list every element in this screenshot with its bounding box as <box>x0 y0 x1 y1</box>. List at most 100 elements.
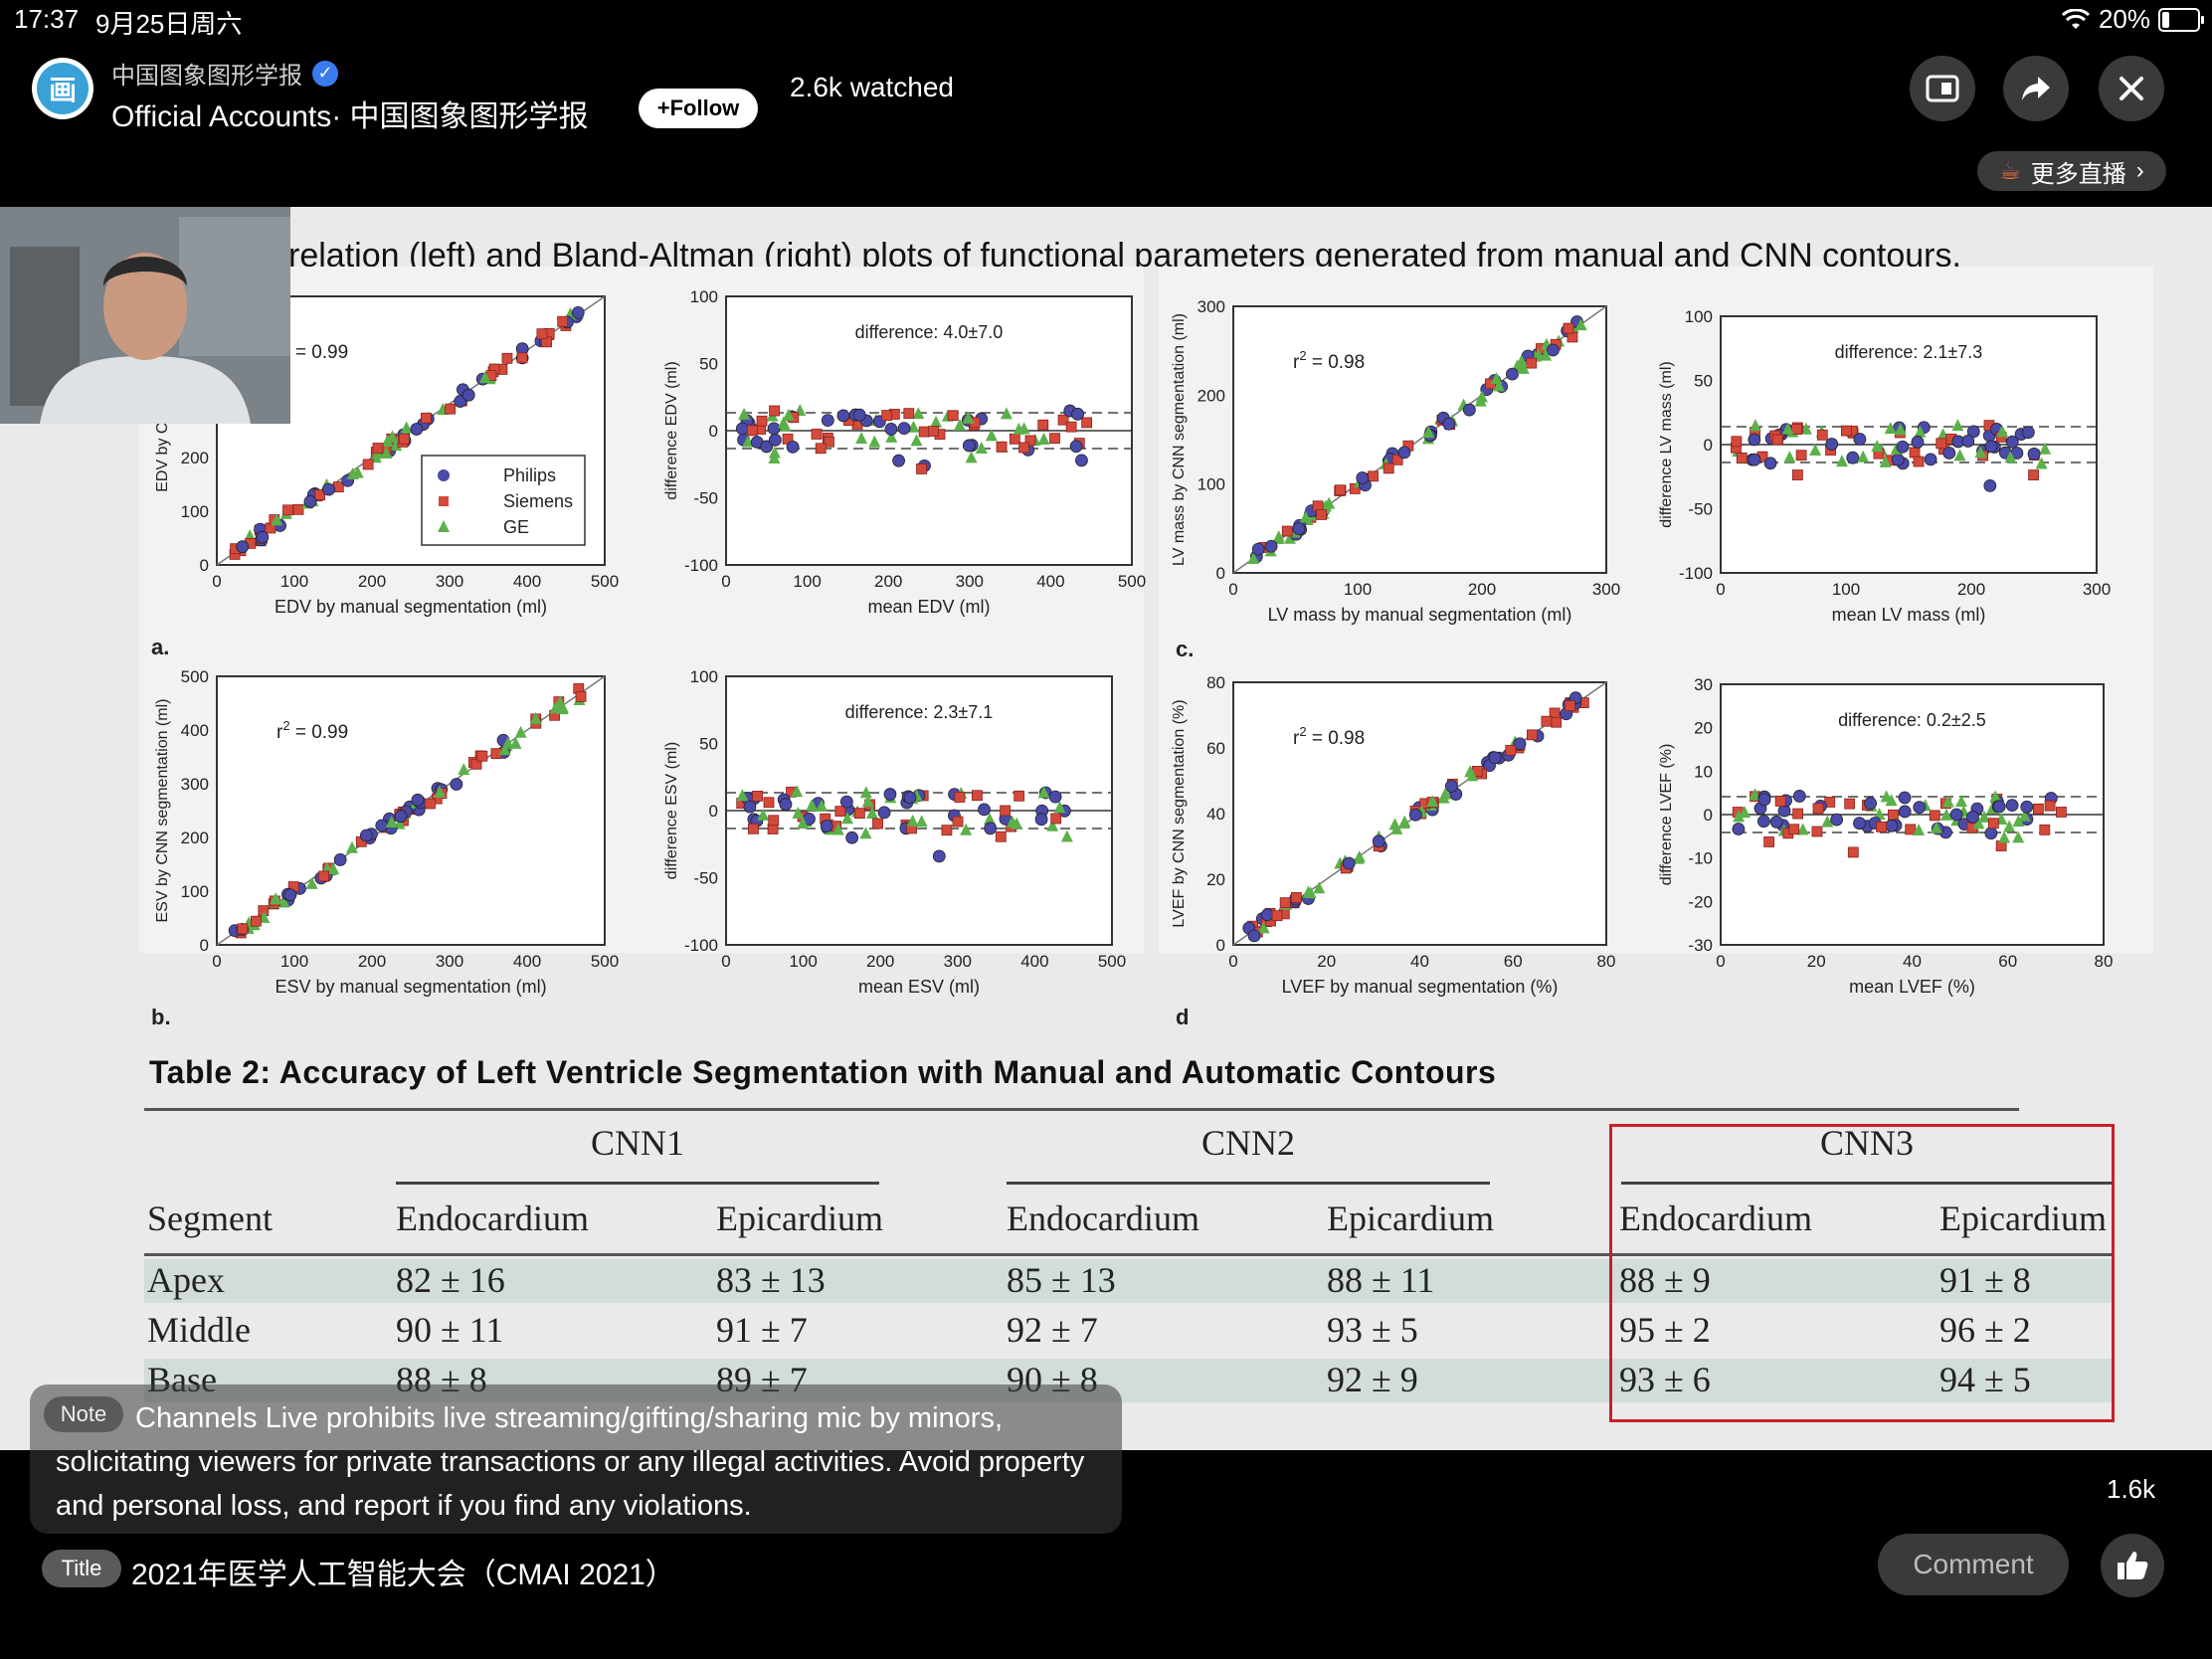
follow-button[interactable]: +Follow <box>639 89 758 128</box>
more-live-button[interactable]: ☕ 更多直播 › <box>1977 151 2166 191</box>
x-axis-label: mean ESV (ml) <box>858 977 980 997</box>
siemens-point <box>1065 421 1077 433</box>
siemens-point <box>420 412 432 424</box>
philips-point <box>883 788 897 801</box>
ge-point <box>390 439 403 452</box>
philips-point <box>984 822 998 835</box>
philips-point <box>1846 451 1860 464</box>
siemens-point <box>995 830 1007 842</box>
siemens-point <box>834 806 846 818</box>
close-button[interactable] <box>2099 56 2164 121</box>
y-tick-label: -50 <box>693 869 718 888</box>
minimize-window-button[interactable] <box>1910 56 1975 121</box>
y-tick-label: 300 <box>181 775 209 794</box>
siemens-point <box>1791 469 1803 480</box>
x-tick-label: 300 <box>2083 580 2111 599</box>
ge-point <box>2012 830 2025 843</box>
difference-label: difference: 2.3±7.1 <box>845 702 994 722</box>
row-label: Apex <box>147 1260 225 1300</box>
ge-point <box>930 415 943 428</box>
official-accounts-label[interactable]: Official Accounts· 中国图象图形学报 <box>111 100 589 133</box>
x-tick-label: 400 <box>1036 572 1064 591</box>
ge-point <box>549 701 562 714</box>
philips-point <box>836 409 850 423</box>
philips-point <box>1864 797 1877 811</box>
comment-button[interactable]: Comment <box>1878 1534 2069 1595</box>
siemens-point <box>2039 824 2051 835</box>
x-tick-label: 200 <box>358 952 386 971</box>
siemens-point <box>501 352 513 364</box>
like-button[interactable] <box>2101 1534 2164 1597</box>
philips-point <box>1488 751 1502 765</box>
ge-point <box>2018 809 2031 822</box>
share-button[interactable] <box>2003 56 2069 121</box>
siemens-point <box>1018 442 1029 454</box>
ge-point <box>757 808 770 821</box>
siemens-point <box>996 441 1008 453</box>
philips-point <box>1961 435 1975 448</box>
philips-point <box>852 408 866 422</box>
siemens-point <box>763 797 775 809</box>
siemens-point <box>1812 803 1824 815</box>
philips-point <box>1547 343 1560 357</box>
siemens-point <box>928 426 939 438</box>
philips-point <box>1048 790 1062 804</box>
ge-point <box>1272 530 1285 543</box>
ge-point <box>1060 830 1073 842</box>
ge-point <box>859 786 872 799</box>
ge-point <box>1873 808 1886 821</box>
r-squared-label: r2 = 0.98 <box>1293 348 1365 373</box>
ge-point <box>861 795 874 808</box>
table-cell: 95 ± 2 <box>1619 1310 1711 1350</box>
live-video[interactable]: relation (left) and Bland-Altman (right)… <box>0 207 2212 1450</box>
siemens-point <box>1037 419 1049 431</box>
siemens-point <box>752 790 764 802</box>
ge-point <box>806 799 819 812</box>
siemens-point <box>1527 729 1538 741</box>
siemens-point <box>1844 798 1856 810</box>
philips-point <box>897 422 911 436</box>
philips-point <box>760 440 774 454</box>
ge-point <box>984 812 997 825</box>
panel-label: a. <box>151 635 169 659</box>
philips-point <box>1506 367 1519 381</box>
x-tick-label: 200 <box>1468 580 1496 599</box>
ge-point <box>1972 817 1985 830</box>
like-count: 1.6k <box>2107 1474 2156 1504</box>
table-cell: 96 ± 2 <box>1939 1310 2031 1350</box>
philips-point <box>821 414 834 428</box>
siemens-point <box>237 923 249 935</box>
notice-tag: Note <box>44 1396 123 1432</box>
siemens-point <box>1771 434 1783 446</box>
ge-point <box>1733 810 1746 823</box>
account-avatar[interactable]: 画 <box>32 58 93 119</box>
y-tick-label: 100 <box>690 667 718 686</box>
siemens-point <box>881 410 893 421</box>
group-header: CNN2 <box>1200 1123 1295 1163</box>
x-tick-label: 0 <box>212 952 221 971</box>
siemens-point <box>1526 357 1538 369</box>
philips-point <box>1792 790 1806 803</box>
siemens-point <box>1290 892 1302 903</box>
y-tick-label: 0 <box>1216 564 1225 583</box>
siemens-point <box>1050 813 1062 825</box>
y-tick-label: 0 <box>1216 936 1225 955</box>
ge-point <box>1913 823 1926 835</box>
account-name-row[interactable]: 中国图象图形学报 ✓ <box>111 56 338 91</box>
ge-point <box>400 421 413 434</box>
ge-point <box>1781 422 1794 435</box>
status-bar: 17:37 9月25日周六 20% <box>0 0 2212 40</box>
ge-point <box>1885 794 1898 807</box>
difference-label: difference: 4.0±7.0 <box>855 322 1004 342</box>
siemens-point <box>1774 796 1786 807</box>
siemens-point <box>1736 452 1748 463</box>
y-tick-label: 10 <box>1694 762 1713 781</box>
philips-point <box>1966 425 1980 439</box>
y-tick-label: 50 <box>1694 372 1713 391</box>
ge-point <box>953 418 966 431</box>
siemens-point <box>916 463 927 474</box>
y-axis-label: difference LV mass (ml) <box>1658 361 1675 527</box>
ge-point <box>1426 795 1439 808</box>
philips-point <box>322 482 335 496</box>
x-tick-label: 400 <box>513 952 541 971</box>
